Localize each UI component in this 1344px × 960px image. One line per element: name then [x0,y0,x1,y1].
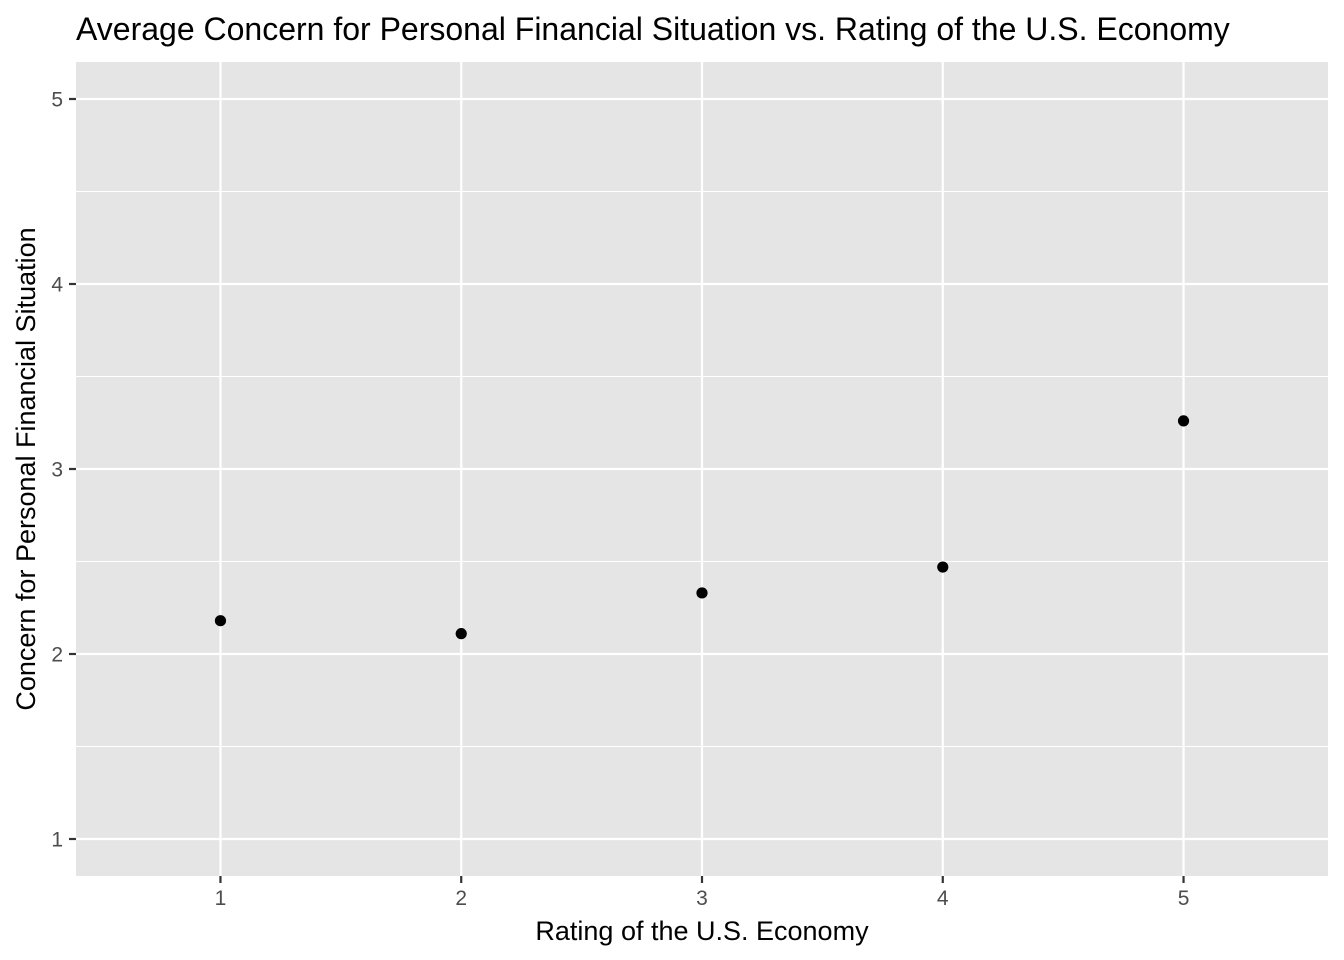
data-point [214,615,227,627]
x-tick-label: 1 [215,887,227,910]
x-tick-label: 4 [937,887,949,910]
data-point [1177,415,1190,427]
major-gridlines [76,62,1328,876]
data-point [937,561,949,573]
y-tick-label: 4 [51,274,63,297]
y-tick-label: 5 [51,89,63,112]
x-tick-label: 3 [696,887,708,910]
data-point [455,628,467,640]
y-tick-label: 1 [51,829,63,852]
data-point [696,587,708,599]
data-points [214,415,1190,640]
y-axis-ticks: 1 2 3 4 5 [51,89,76,852]
x-axis-title: Rating of the U.S. Economy [535,916,869,946]
chart-title: Average Concern for Personal Financial S… [76,11,1230,47]
x-axis-ticks: 1 2 3 4 5 [215,876,1190,910]
y-tick-label: 2 [51,644,63,667]
x-tick-label: 5 [1178,887,1190,910]
y-tick-label: 3 [51,459,63,482]
x-tick-label: 2 [455,887,467,910]
y-axis-title: Concern for Personal Financial Situation [11,227,41,710]
